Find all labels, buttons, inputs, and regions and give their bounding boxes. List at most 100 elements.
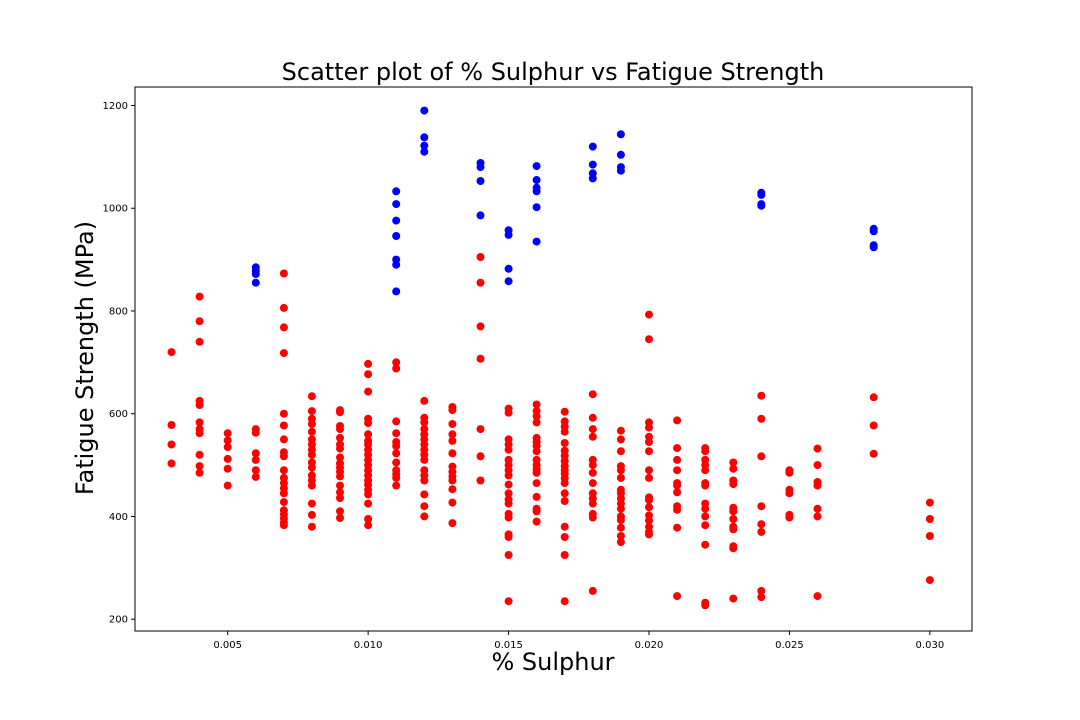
- data-point: [645, 473, 653, 482]
- data-point: [560, 522, 569, 531]
- data-point: [729, 525, 738, 534]
- data-point: [392, 429, 401, 438]
- data-point: [279, 303, 288, 312]
- data-point: [336, 453, 344, 462]
- data-point: [392, 481, 401, 490]
- data-point: [504, 277, 513, 286]
- data-point: [560, 439, 569, 447]
- data-point: [167, 421, 176, 429]
- data-point: [392, 473, 401, 482]
- data-point: [925, 532, 934, 540]
- data-point: [307, 450, 316, 459]
- data-point: [645, 516, 653, 525]
- data-point: [364, 387, 373, 396]
- data-point: [588, 468, 597, 477]
- data-point: [616, 466, 625, 475]
- data-point: [420, 490, 429, 499]
- data-point: [504, 513, 513, 522]
- data-point: [532, 479, 541, 488]
- data-point: [420, 141, 429, 150]
- data-point: [307, 392, 316, 401]
- data-point: [279, 323, 288, 332]
- data-point: [195, 418, 204, 427]
- y-tick-label: 800: [109, 306, 128, 317]
- data-point: [448, 476, 457, 485]
- data-point: [476, 322, 485, 331]
- data-point: [420, 512, 429, 521]
- data-point: [223, 481, 232, 490]
- data-point: [420, 455, 429, 464]
- data-point: [476, 211, 485, 220]
- data-point: [560, 533, 569, 541]
- data-point: [307, 463, 316, 472]
- data-point: [195, 462, 204, 471]
- data-point: [251, 270, 260, 278]
- data-point: [869, 393, 878, 402]
- data-point: [448, 436, 457, 445]
- data-point: [420, 476, 429, 485]
- data-point: [392, 287, 401, 296]
- data-point: [645, 335, 653, 344]
- data-point: [167, 348, 176, 357]
- data-point: [448, 430, 457, 439]
- data-point: [420, 418, 429, 427]
- data-point: [279, 409, 288, 418]
- data-point: [673, 505, 682, 514]
- data-point: [364, 499, 373, 508]
- data-point: [616, 130, 625, 139]
- data-point: [504, 230, 513, 239]
- data-point: [532, 468, 541, 477]
- x-tick-label: 0.005: [213, 640, 242, 651]
- data-point: [785, 468, 794, 477]
- data-point: [616, 538, 625, 547]
- data-point: [532, 400, 541, 409]
- data-point: [813, 592, 822, 601]
- data-point: [729, 464, 738, 473]
- data-point: [195, 429, 204, 438]
- data-point: [532, 187, 541, 196]
- data-point: [279, 466, 288, 475]
- data-point: [645, 466, 653, 475]
- data-point: [729, 507, 738, 516]
- data-point: [560, 497, 569, 505]
- data-point: [392, 216, 401, 225]
- x-tick-label: 0.015: [494, 640, 523, 651]
- data-point: [813, 461, 822, 470]
- data-point: [279, 452, 288, 461]
- data-point: [757, 593, 766, 602]
- data-point: [701, 521, 710, 530]
- data-point: [925, 498, 934, 507]
- data-point: [504, 445, 513, 454]
- data-point: [476, 163, 485, 172]
- data-point: [420, 133, 429, 142]
- data-point: [336, 472, 344, 481]
- data-point: [616, 504, 625, 513]
- data-point: [588, 432, 597, 441]
- data-point: [729, 458, 738, 467]
- data-point: [392, 232, 401, 240]
- data-point: [336, 507, 344, 516]
- data-point: [195, 401, 204, 409]
- data-point: [448, 420, 457, 428]
- y-axis-label: Fatigue Strength (MPa): [71, 221, 99, 495]
- data-point: [673, 466, 682, 475]
- data-point: [392, 364, 401, 373]
- data-point: [195, 292, 204, 301]
- data-point: [532, 412, 541, 421]
- data-point: [532, 203, 541, 212]
- data-point: [869, 243, 878, 252]
- data-point: [588, 513, 597, 522]
- data-point: [336, 433, 344, 442]
- data-point: [532, 507, 541, 516]
- data-point: [673, 481, 682, 490]
- data-point: [336, 481, 344, 490]
- y-tick-label: 1200: [103, 101, 128, 112]
- data-point: [364, 490, 373, 499]
- data-point: [532, 418, 541, 427]
- data-point: [448, 519, 457, 528]
- x-tick-label: 0.010: [354, 640, 383, 651]
- data-point: [532, 447, 541, 456]
- data-point: [560, 407, 569, 416]
- data-point: [869, 449, 878, 458]
